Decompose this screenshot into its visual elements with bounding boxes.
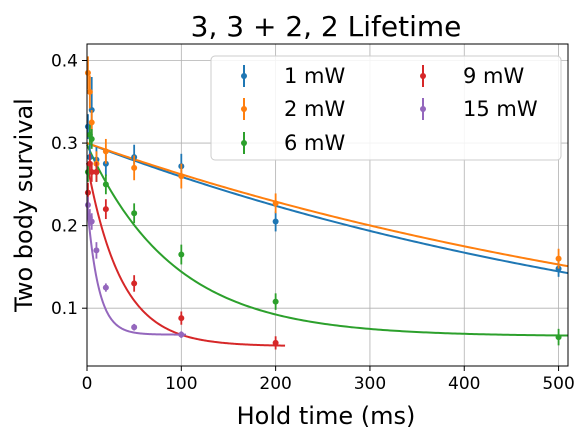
- y-tick-label: 0.4: [51, 52, 78, 72]
- legend-label: 1 mW: [284, 64, 345, 88]
- point-marker: [131, 324, 138, 331]
- data-point: [84, 56, 91, 90]
- y-axis-label: Two body survival: [10, 98, 38, 313]
- data-point: [102, 283, 109, 292]
- legend-label: 6 mW: [284, 131, 345, 155]
- point-marker: [88, 119, 95, 126]
- data-point: [272, 211, 279, 232]
- legend-label: 15 mW: [463, 97, 538, 121]
- fit-curve-series-0: [86, 142, 569, 275]
- point-marker: [272, 339, 279, 346]
- data-point: [131, 203, 138, 224]
- point-marker: [131, 164, 138, 171]
- data-point: [555, 248, 562, 269]
- fit-curve-series-2: [86, 144, 569, 337]
- data-point: [178, 331, 185, 338]
- data-point: [93, 242, 100, 259]
- data-point: [555, 328, 562, 346]
- legend-entry: 1 mW: [241, 64, 345, 88]
- fit-curves: [86, 142, 569, 347]
- point-marker: [84, 202, 91, 208]
- point-marker: [84, 189, 91, 196]
- legend-entry: 9 mW: [420, 64, 524, 88]
- point-marker: [86, 88, 93, 95]
- x-tick-label: 0: [82, 374, 93, 394]
- point-marker: [272, 218, 279, 225]
- point-marker: [88, 135, 95, 142]
- point-marker: [131, 210, 138, 217]
- x-axis-label: Hold time (ms): [237, 402, 416, 430]
- point-marker: [178, 251, 185, 258]
- data-point: [272, 336, 279, 350]
- data-point: [272, 193, 279, 214]
- point-marker: [102, 148, 109, 155]
- point-marker: [272, 200, 279, 207]
- point-marker: [88, 218, 95, 225]
- data-point: [102, 174, 109, 195]
- data-point: [131, 155, 138, 181]
- point-marker: [555, 255, 562, 262]
- legend-marker: [241, 73, 247, 79]
- point-marker: [131, 280, 138, 287]
- y-tick-label: 0.3: [51, 134, 78, 154]
- data-point: [86, 75, 93, 109]
- point-marker: [178, 331, 185, 338]
- data-point: [131, 323, 138, 331]
- point-marker: [178, 173, 185, 180]
- legend: 1 mW 2 mW 6 mW 9 mW 15 mW: [210, 55, 562, 161]
- data-point: [93, 162, 100, 182]
- x-tick-label: 400: [448, 374, 480, 394]
- point-marker: [102, 206, 109, 213]
- legend-box: [210, 55, 562, 161]
- legend-marker: [420, 106, 426, 112]
- data-point: [88, 129, 95, 149]
- legend-entry: 6 mW: [241, 131, 345, 155]
- x-tick-label: 200: [259, 374, 291, 394]
- x-tick-label: 100: [165, 374, 197, 394]
- legend-marker: [241, 140, 247, 146]
- data-point: [131, 275, 138, 292]
- data-point: [88, 213, 95, 230]
- point-marker: [178, 315, 185, 322]
- data-point: [178, 244, 185, 265]
- fit-curve-series-3: [86, 162, 286, 347]
- legend-marker: [241, 106, 247, 112]
- x-tick-label: 500: [542, 374, 574, 394]
- data-point: [102, 138, 109, 164]
- point-marker: [93, 168, 100, 175]
- data-point: [84, 196, 91, 214]
- legend-label: 2 mW: [284, 97, 345, 121]
- point-marker: [272, 298, 279, 305]
- data-point: [102, 199, 109, 220]
- point-marker: [84, 69, 91, 76]
- legend-marker: [420, 73, 426, 79]
- plot-frame: [86, 43, 569, 367]
- legend-entry: 15 mW: [420, 97, 538, 121]
- y-tick-label: 0.1: [51, 299, 78, 319]
- data-point: [178, 311, 185, 325]
- point-marker: [102, 284, 109, 291]
- point-marker: [555, 334, 562, 341]
- legend-label: 9 mW: [463, 64, 524, 88]
- point-marker: [88, 168, 95, 175]
- chart-title: 3, 3 + 2, 2 Lifetime: [191, 10, 462, 43]
- legend-entry: 2 mW: [241, 97, 345, 121]
- point-marker: [102, 181, 109, 188]
- y-tick-label: 0.2: [51, 217, 78, 237]
- data-point: [88, 162, 95, 182]
- fit-curve-series-1: [86, 142, 569, 268]
- data-point: [272, 293, 279, 310]
- data-point: [178, 163, 185, 189]
- y-axis: 0.1 0.2 0.3 0.4: [51, 52, 87, 319]
- x-axis: 0 100 200 300 400 500: [82, 366, 575, 394]
- x-tick-label: 300: [354, 374, 386, 394]
- data-points: [84, 56, 562, 350]
- point-marker: [93, 247, 100, 254]
- fit-curve-series-4: [86, 202, 187, 336]
